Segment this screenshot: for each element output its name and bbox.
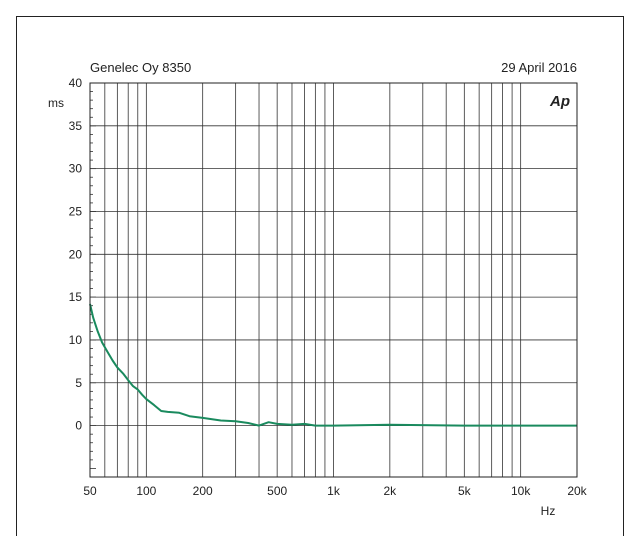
chart-frame [16,16,624,536]
x-tick-label: 500 [267,484,287,498]
header-left-label: Genelec Oy 8350 [90,60,191,75]
x-tick-label: 50 [83,484,97,498]
x-tick-label: 10k [511,484,531,498]
tick-labels: 0 5 10 15 20 25 30 35 40 50 100 200 500 1k 2k 5k 10k 20k [69,76,588,498]
series-line-0 [89,303,577,427]
grid [90,82,577,478]
y-tick-label: 35 [69,119,83,133]
x-tick-label: 1k [327,484,341,498]
series-group [89,303,577,427]
x-axis-unit-label: Hz [541,504,556,518]
y-tick-label: 10 [69,333,83,347]
x-tick-label: 2k [383,484,397,498]
y-tick-label: 40 [69,76,83,90]
y-axis-unit-label: ms [48,96,64,110]
y-tick-label: 15 [69,290,83,304]
x-tick-label: 20k [567,484,587,498]
x-tick-label: 5k [458,484,472,498]
y-tick-label: 25 [69,204,83,218]
ap-logo: Ap [549,93,570,110]
y-tick-label: 20 [69,247,83,261]
x-tick-label: 200 [193,484,213,498]
y-tick-label: 0 [75,419,82,433]
chart-svg: Genelec Oy 8350 29 April 2016 Ap ms Hz 0… [48,60,588,518]
plot-area [89,82,578,478]
y-tick-label: 30 [69,162,83,176]
header-right-date: 29 April 2016 [501,60,577,75]
x-tick-label: 100 [136,484,156,498]
y-tick-label: 5 [75,376,82,390]
